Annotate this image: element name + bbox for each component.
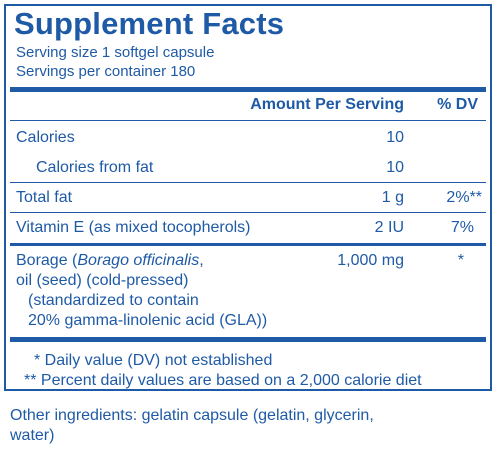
- header-dv: % DV: [437, 96, 478, 113]
- footnote-double: ** Percent daily values are based on a 2…: [24, 372, 422, 389]
- row-total-fat-label: Total fat: [16, 189, 73, 206]
- divider-thick: [10, 87, 486, 92]
- divider: [10, 120, 486, 121]
- row-borage-line4: 20% gamma-linolenic acid (GLA)): [28, 312, 268, 329]
- borage-latin-name: Borago officinalis: [77, 252, 200, 269]
- other-ingredients-line2: water): [10, 427, 55, 444]
- row-borage-dv: *: [457, 252, 464, 269]
- header-amount: Amount Per Serving: [250, 96, 404, 113]
- footnote-single: * Daily value (DV) not established: [34, 352, 273, 369]
- row-calories-fat-amount: 10: [386, 159, 404, 176]
- serving-size: Serving size 1 softgel capsule: [16, 44, 215, 61]
- row-vitamin-e-dv: 7%: [450, 219, 474, 236]
- supplement-facts-panel: Supplement Facts Serving size 1 softgel …: [4, 4, 492, 391]
- row-calories-amount: 10: [386, 129, 404, 146]
- divider-thick: [10, 337, 486, 342]
- other-ingredients-line1: Other ingredients: gelatin capsule (gela…: [10, 407, 374, 424]
- servings-per-container: Servings per container 180: [16, 63, 196, 80]
- divider: [10, 182, 486, 183]
- borage-comma: ,: [199, 252, 204, 269]
- row-total-fat-dv: 2%**: [446, 189, 482, 206]
- row-calories-fat-label: Calories from fat: [36, 159, 154, 176]
- row-borage-line3: (standardized to contain: [28, 292, 199, 309]
- row-total-fat-amount: 1 g: [381, 189, 404, 206]
- row-borage-line1: Borage (Borago officinalis,: [16, 251, 204, 270]
- row-vitamin-e-amount: 2 IU: [374, 219, 404, 236]
- row-borage-line2: oil (seed) (cold-pressed): [16, 272, 189, 289]
- row-calories-label: Calories: [16, 129, 75, 146]
- row-borage-amount: 1,000 mg: [337, 252, 404, 269]
- borage-name: Borage (: [16, 252, 78, 269]
- panel-title: Supplement Facts: [14, 6, 285, 41]
- divider-medium: [10, 243, 486, 246]
- divider: [10, 212, 486, 213]
- row-vitamin-e-label: Vitamin E (as mixed tocopherols): [16, 219, 251, 236]
